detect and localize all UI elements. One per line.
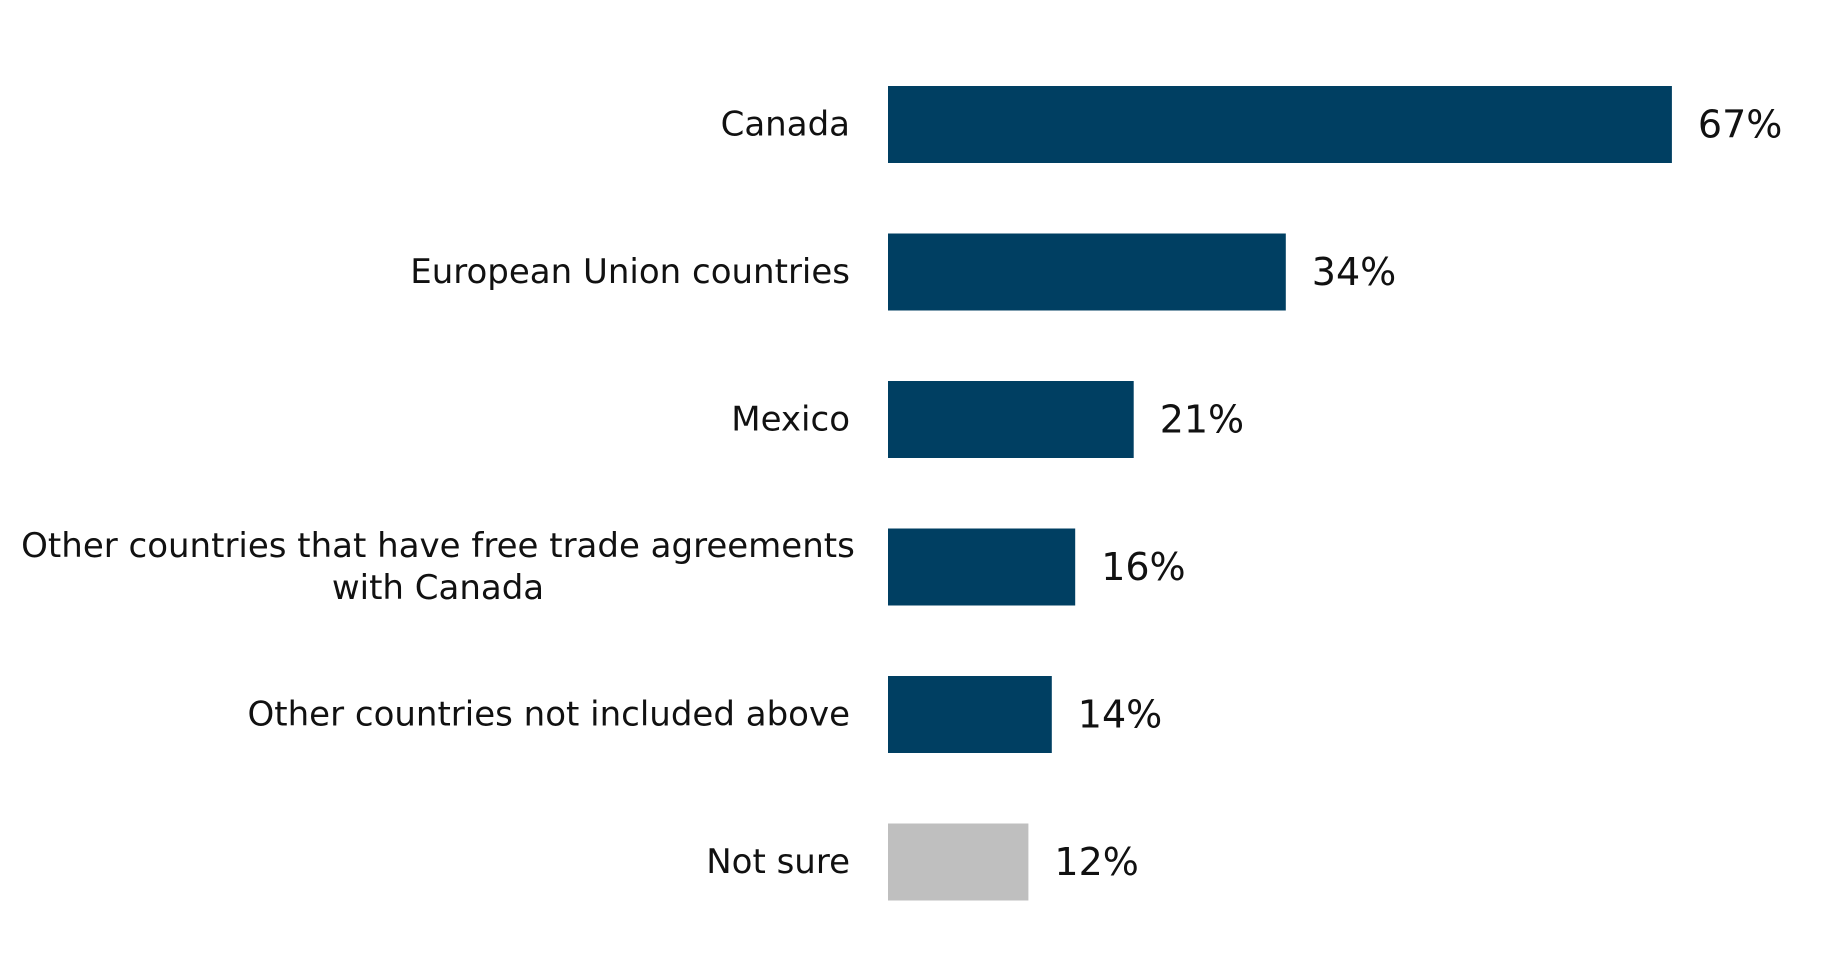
category-label-1-line-1: Canada bbox=[721, 105, 850, 145]
value-labels-group: 67% 34% 21% 16% 14% 12% bbox=[1054, 103, 1782, 885]
category-labels-group: Canada European Union countries Mexico Othe… bbox=[21, 105, 855, 883]
bar-2 bbox=[888, 233, 1286, 311]
value-label-2: 34% bbox=[1312, 250, 1396, 294]
bar-3 bbox=[888, 381, 1134, 458]
value-label-3: 21% bbox=[1160, 398, 1244, 442]
bars-group bbox=[888, 86, 1672, 901]
category-label-3: Mexico bbox=[731, 400, 850, 440]
value-label-6: 12% bbox=[1054, 840, 1138, 884]
value-label-4: 16% bbox=[1101, 545, 1185, 589]
category-label-3-line-1: Mexico bbox=[731, 400, 850, 440]
category-label-2-line-1: European Union countries bbox=[410, 252, 850, 292]
bar-4 bbox=[888, 528, 1076, 606]
bar-1 bbox=[888, 86, 1672, 163]
category-label-4: Other countries that have free trade agr… bbox=[21, 526, 855, 608]
value-label-1: 67% bbox=[1698, 103, 1782, 147]
category-label-6: Not sure bbox=[706, 842, 850, 882]
category-label-2: European Union countries bbox=[410, 252, 850, 292]
category-label-4-line-2: with Canada bbox=[332, 568, 544, 608]
category-label-1: Canada bbox=[721, 105, 850, 145]
category-label-4-line-1: Other countries that have free trade agr… bbox=[21, 526, 855, 566]
bar-6 bbox=[888, 823, 1029, 901]
category-label-5: Other countries not included above bbox=[248, 695, 850, 735]
bar-5 bbox=[888, 676, 1052, 753]
value-label-5: 14% bbox=[1078, 693, 1162, 737]
category-label-6-line-1: Not sure bbox=[706, 842, 850, 882]
category-label-5-line-1: Other countries not included above bbox=[248, 695, 850, 735]
